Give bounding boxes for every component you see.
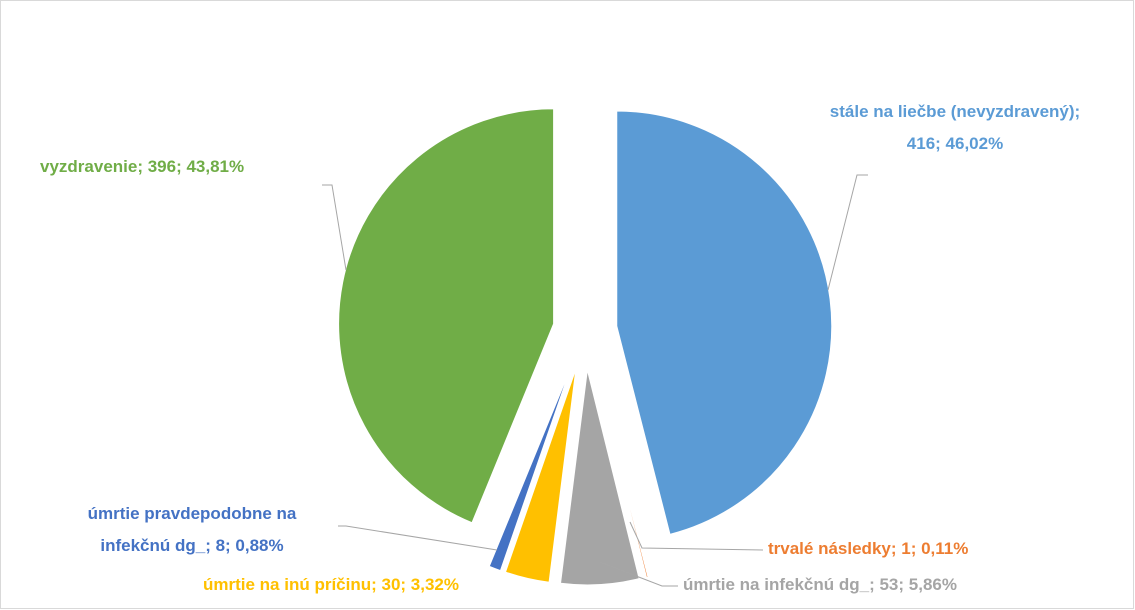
pie-slice <box>338 108 555 524</box>
data-label: trvalé následky; 1; 0,11% <box>768 539 968 558</box>
data-label-line: vyzdravenie; 396; 43,81% <box>40 157 244 176</box>
pie-slice <box>594 368 649 579</box>
data-label-line: úmrtie na infekčnú dg_; 53; 5,86% <box>683 575 957 594</box>
data-label: stále na liečbe (nevyzdravený); 416; 46,0… <box>830 102 1080 153</box>
data-label-line: 416; 46,02% <box>907 134 1003 153</box>
data-label-line: stále na liečbe (nevyzdravený); <box>830 102 1080 121</box>
data-label: vyzdravenie; 396; 43,81% <box>40 157 244 176</box>
data-label-line: úmrtie pravdepodobne na <box>88 504 297 523</box>
data-label-line: trvalé následky; 1; 0,11% <box>768 539 968 558</box>
leader-line <box>599 561 678 587</box>
data-label-line: infekčnú dg_; 8; 0,88% <box>100 536 283 555</box>
pie-slice <box>504 368 577 583</box>
leader-line <box>629 521 764 551</box>
pie-slice <box>488 367 572 572</box>
pie-slice <box>616 110 833 535</box>
data-label-line: úmrtie na inú príčinu; 30; 3,32% <box>203 575 459 594</box>
data-label: úmrtie na infekčnú dg_; 53; 5,86% <box>683 575 957 594</box>
pie-slice <box>559 369 640 586</box>
leader-line <box>338 525 498 551</box>
data-label: úmrtie na inú príčinu; 30; 3,32% <box>203 575 459 594</box>
data-label: úmrtie pravdepodobne na infekčnú dg_; 8; … <box>88 504 297 555</box>
leader-line <box>827 174 868 291</box>
leader-line <box>322 184 347 271</box>
